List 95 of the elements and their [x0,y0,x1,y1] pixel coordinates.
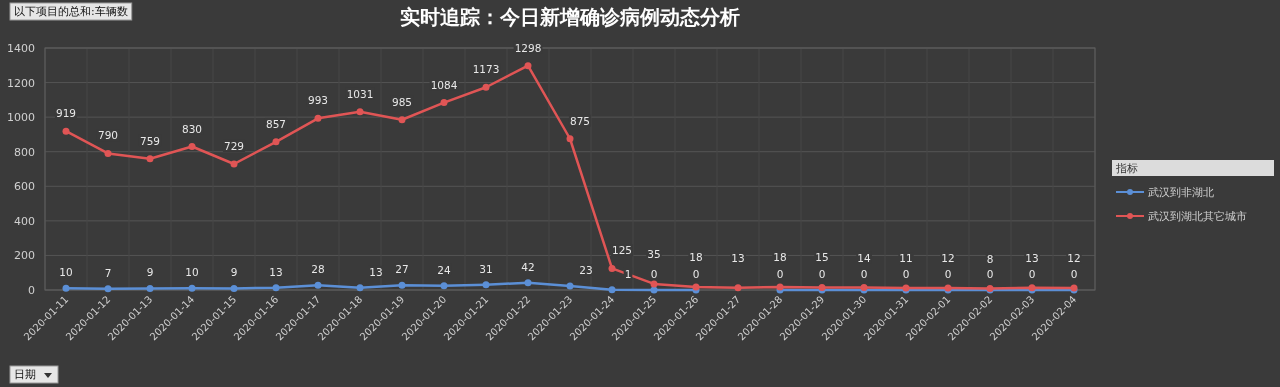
data-label: 1173 [472,63,500,76]
data-label: 0 [1028,268,1036,280]
point [146,284,154,292]
data-label: 875 [569,114,591,127]
y-tick-label: 800 [14,145,35,159]
legend-label: 武汉到湖北其它城市 [1148,210,1247,223]
point [440,282,448,290]
y-tick-label: 600 [14,180,35,194]
data-label: 12 [1067,251,1081,264]
data-label: 8 [986,252,994,265]
data-label: 23 [579,264,593,277]
data-label: 759 [139,134,161,147]
data-label: 11 [899,252,913,265]
point [272,284,280,292]
data-label: 7 [104,266,112,279]
data-label: 919 [55,107,77,120]
data-label: 42 [521,260,535,273]
point [566,282,574,290]
data-label: 0 [902,268,910,280]
point [356,108,364,116]
x-axis-title: 日期 [14,368,36,381]
data-label: 1084 [430,78,458,91]
point [146,155,154,163]
data-label: 0 [986,268,994,280]
data-label: 13 [369,265,383,278]
data-label: 0 [692,268,700,280]
data-label: 0 [776,268,784,280]
point [188,284,196,292]
data-label: 12 [941,251,955,264]
data-label: 15 [815,251,829,264]
point [524,62,532,70]
data-label: 13 [269,265,283,278]
y-tick-label: 1400 [7,42,35,55]
y-tick-label: 200 [14,249,35,263]
data-label: 985 [391,95,413,108]
point [398,281,406,289]
point [608,264,616,272]
point [566,135,574,143]
data-label: 10 [185,266,199,279]
chart-title: 实时追踪：今日新增确诊病例动态分析 [400,5,740,29]
data-label: 0 [1070,268,1078,280]
point [608,286,616,294]
point [734,284,742,292]
point [482,83,490,91]
point [482,281,490,289]
data-label: 1 [624,267,632,280]
point [230,284,238,292]
point [398,116,406,124]
data-label: 28 [311,263,325,276]
data-label: 9 [146,266,154,279]
point [356,284,364,292]
point [314,114,322,122]
y-tick-label: 400 [14,214,35,228]
point [62,284,70,292]
data-label: 0 [818,268,826,280]
point [440,99,448,107]
xlabel: 日期 [9,365,59,384]
data-label: 0 [860,268,868,280]
point [650,280,658,288]
point [188,143,196,151]
point [272,138,280,146]
data-label: 18 [689,250,703,263]
data-label: 10 [59,266,73,279]
data-label: 31 [479,262,493,275]
data-label: 13 [1025,251,1039,264]
legend-label: 武汉到非湖北 [1148,186,1214,199]
data-label: 24 [437,263,451,276]
y-tick-label: 0 [28,284,35,297]
data-label: 9 [230,266,238,279]
y-tick-label: 1200 [7,76,35,90]
data-label: 13 [731,251,745,264]
data-label: 1031 [346,87,374,100]
data-label: 0 [650,268,658,280]
data-label: 790 [97,129,119,142]
data-label: 1298 [514,41,542,54]
y-tick-label: 1000 [7,111,35,125]
data-label: 830 [181,122,203,135]
point [524,279,532,287]
point [230,160,238,168]
point [104,285,112,293]
point [104,149,112,157]
legend-title: 指标 [1115,162,1138,175]
data-label: 857 [265,117,287,130]
point [62,127,70,135]
data-label: 27 [395,263,409,276]
data-label: 993 [307,94,329,107]
data-label: 35 [647,247,661,260]
annotation: 以下项目的总和:车辆数 [9,2,133,21]
point [314,281,322,289]
data-label: 0 [944,268,952,280]
data-label: 18 [773,250,787,263]
data-label: 729 [223,139,245,152]
data-label: 14 [857,251,871,264]
point [650,286,658,294]
data-label: 125 [611,244,633,257]
